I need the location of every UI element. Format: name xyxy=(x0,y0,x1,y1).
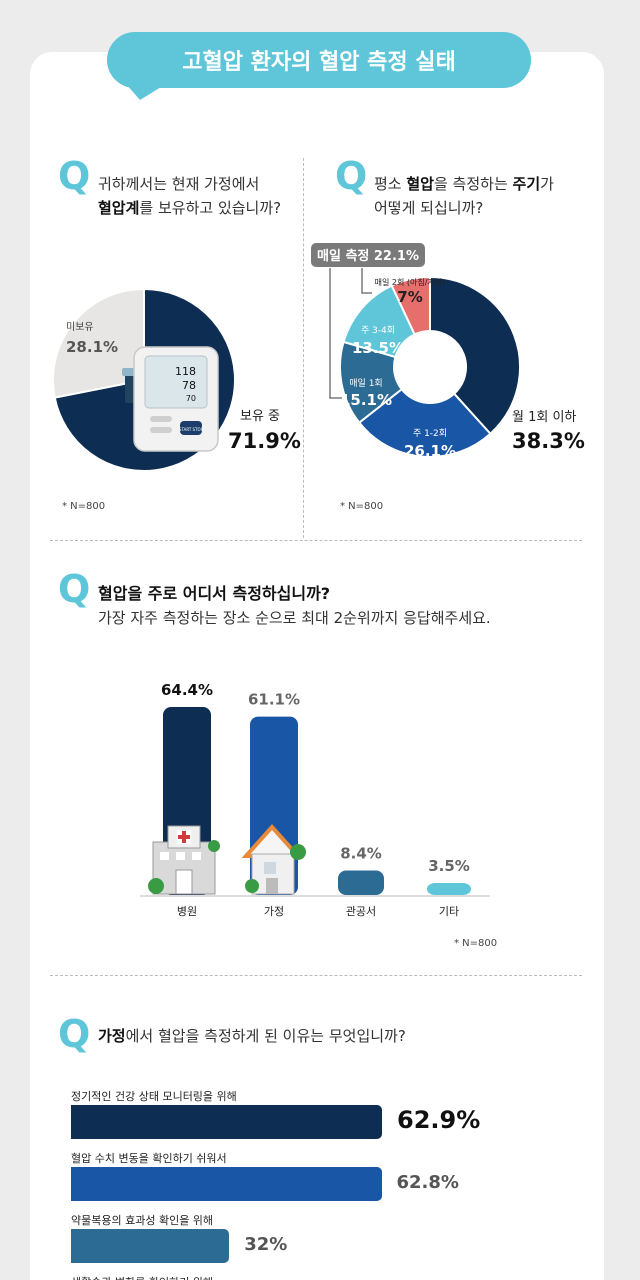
q2-line1: 평소 혈압을 측정하는 주기가 xyxy=(374,172,554,196)
hospital-icon xyxy=(148,825,220,895)
pie1-value-none: 28.1% xyxy=(66,338,118,356)
hbar-value-label-1: 62.8% xyxy=(396,1172,459,1193)
pie2-value-34: 13.5% xyxy=(352,339,404,357)
q4-question: 가정에서 혈압을 측정하게 된 이유는 무엇입니까? xyxy=(98,1024,406,1048)
q3-question: 혈압을 주로 어디서 측정하십니까? 가장 자주 측정하는 장소 순으로 최대 … xyxy=(98,582,491,630)
q2-line1-a: 평소 xyxy=(374,175,407,193)
pie2-slice-4 xyxy=(390,275,431,336)
q4-mark: Q xyxy=(58,1012,91,1056)
chart-q1-pie: 118 78 70 START STOP 미보유 28.1% 보유 중 71.9… xyxy=(52,243,585,472)
house-icon xyxy=(241,824,306,895)
hbar-0 xyxy=(71,1105,382,1139)
banner-tail xyxy=(126,84,166,100)
bar-category-label-0: 병원 xyxy=(177,905,197,918)
callout-bracket-2 xyxy=(361,268,372,294)
pie2-slice-0 xyxy=(429,275,521,436)
hbar-category-label-2: 약물복용의 효과성 확인을 위해 xyxy=(71,1214,214,1227)
monitor-readout-pulse: 70 xyxy=(186,394,196,403)
q1-line2-bold: 혈압계 xyxy=(98,199,140,217)
bar-value-label-1: 61.1% xyxy=(248,691,300,709)
q2-mark: Q xyxy=(335,154,368,198)
q1-question: 귀하께서는 현재 가정에서 혈압계를 보유하고 있습니까? xyxy=(98,172,281,220)
pie2-slices xyxy=(339,275,521,458)
bar-value-label-2: 8.4% xyxy=(340,844,382,862)
bar-3 xyxy=(427,883,471,895)
bar-value-label-3: 3.5% xyxy=(428,857,470,875)
pie2-label-12: 주 1-2회 xyxy=(413,428,447,439)
bar-category-label-2: 관공서 xyxy=(346,905,376,918)
hbar-category-label-0: 정기적인 건강 상태 모니터링을 위해 xyxy=(71,1090,237,1103)
bar-category-label-1: 가정 xyxy=(264,905,284,918)
pie2-value-twice: 7% xyxy=(397,288,422,306)
page-title: 고혈압 환자의 혈압 측정 실태 xyxy=(107,32,531,88)
pie2-value-daily1: 15.1% xyxy=(340,391,392,409)
blood-pressure-monitor-icon: 118 78 70 START STOP xyxy=(122,346,219,452)
q2-line1-b: 혈압 xyxy=(406,175,434,193)
q2-question: 평소 혈압을 측정하는 주기가 어떻게 되십니까? xyxy=(374,172,554,220)
q2-line1-e: 가 xyxy=(540,175,554,193)
pie1-label-own: 보유 중 xyxy=(240,409,280,424)
hbar-value-label-2: 32% xyxy=(244,1234,288,1255)
monitor-readout-dia: 78 xyxy=(182,379,196,392)
q3-line1: 혈압을 주로 어디서 측정하십니까? xyxy=(98,584,331,603)
monitor-button-text: START STOP xyxy=(179,427,204,432)
pie1-label-none: 미보유 xyxy=(66,321,94,333)
bar-category-label-3: 기타 xyxy=(439,905,459,918)
monitor-readout-sys: 118 xyxy=(175,365,196,378)
section-divider-2 xyxy=(50,975,582,976)
hbar-1 xyxy=(71,1167,382,1201)
q1-line1: 귀하께서는 현재 가정에서 xyxy=(98,175,260,193)
pie2-slice-1 xyxy=(357,387,492,458)
chart-q3-bars: 64.4% 병원 61.1% 가정 8.4% 관공서 3.5% 기타 xyxy=(140,681,490,918)
bar-2 xyxy=(338,870,384,895)
daily-callout: 매일 측정 22.1% xyxy=(317,248,419,264)
section-divider-vertical xyxy=(303,158,304,538)
pie2-value-12: 26.1% xyxy=(404,442,456,460)
bar-value-label-0: 64.4% xyxy=(161,681,213,699)
q4-line1-bold: 가정 xyxy=(98,1027,126,1045)
section-divider-1 xyxy=(50,540,582,541)
callout-bracket xyxy=(329,268,342,399)
pie2-label-twice: 매일 2회 (아침/저녁) xyxy=(375,277,446,287)
hbar-2 xyxy=(71,1229,230,1263)
pie1-value-own: 71.9% xyxy=(228,429,301,453)
hbar-category-label-1: 혈압 수치 변동을 확인하기 쉬워서 xyxy=(71,1152,227,1165)
q2-line1-c: 을 측정하는 xyxy=(433,175,513,193)
q4-line1-rest: 에서 혈압을 측정하게 된 이유는 무엇입니까? xyxy=(125,1027,406,1045)
q2-line1-d: 주기 xyxy=(512,175,541,193)
q1-mark: Q xyxy=(58,154,91,198)
q1-line2: 혈압계를 보유하고 있습니까? xyxy=(98,196,281,220)
q3-mark: Q xyxy=(58,567,91,611)
q1-note: * N=800 xyxy=(62,501,106,512)
q2-note: * N=800 xyxy=(340,501,384,512)
pie2-label-daily1: 매일 1회 xyxy=(349,378,382,389)
q3-line2: 가장 자주 측정하는 장소 순으로 최대 2순위까지 응답해주세요. xyxy=(98,609,491,627)
q3-note: * N=800 xyxy=(454,938,498,949)
hbar-value-label-0: 62.9% xyxy=(397,1106,481,1134)
pie2-label-34: 주 3-4회 xyxy=(361,325,395,336)
pie2-value-monthly: 38.3% xyxy=(512,429,585,453)
q1-line2-rest: 를 보유하고 있습니까? xyxy=(139,199,282,217)
pie2-label-monthly: 월 1회 이하 xyxy=(512,410,576,425)
hbar-category-label-3: 생활습관 변화를 확인하기 위해 xyxy=(71,1274,213,1280)
q2-line2: 어떻게 되십니까? xyxy=(374,199,484,217)
